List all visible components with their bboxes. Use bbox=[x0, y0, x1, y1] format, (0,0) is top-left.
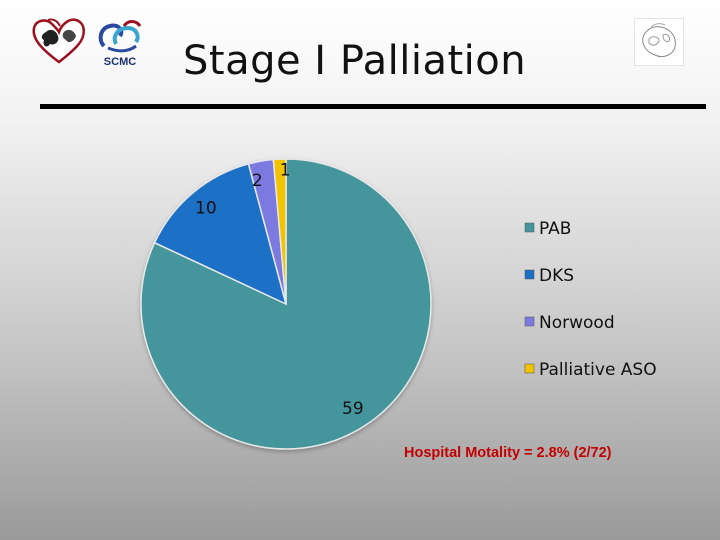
slide-title: Stage I Palliation bbox=[183, 38, 527, 84]
legend-swatch-pab bbox=[524, 222, 535, 233]
scmc-logo: SCMC bbox=[94, 16, 146, 74]
heart-globe-logo bbox=[32, 18, 85, 64]
title-divider bbox=[40, 104, 706, 109]
scmc-emblem-icon bbox=[98, 20, 142, 53]
legend-swatch-palliative-aso bbox=[524, 363, 535, 374]
legend-label-pab: PAB bbox=[539, 219, 571, 239]
mortality-note: Hospital Motality = 2.8% (2/72) bbox=[404, 445, 612, 461]
pie-slice-dks bbox=[153, 163, 288, 306]
pie-data-label-norwood: 2 bbox=[252, 171, 263, 191]
legend-label-dks: DKS bbox=[539, 266, 574, 286]
legend-swatch-norwood bbox=[524, 316, 535, 327]
globe-outline-logo bbox=[634, 18, 684, 66]
pie-data-label-pab: 59 bbox=[342, 399, 364, 419]
scmc-logo-text: SCMC bbox=[103, 56, 137, 68]
legend-label-norwood: Norwood bbox=[539, 313, 615, 333]
legend-label-palliative-aso: Palliative ASO bbox=[539, 360, 657, 380]
pie-data-label-dks: 10 bbox=[195, 198, 217, 218]
pie-slice-palliative-aso bbox=[272, 158, 287, 305]
legend-swatch-dks bbox=[524, 269, 535, 280]
pie-data-label-palliative-aso: 1 bbox=[280, 161, 291, 181]
